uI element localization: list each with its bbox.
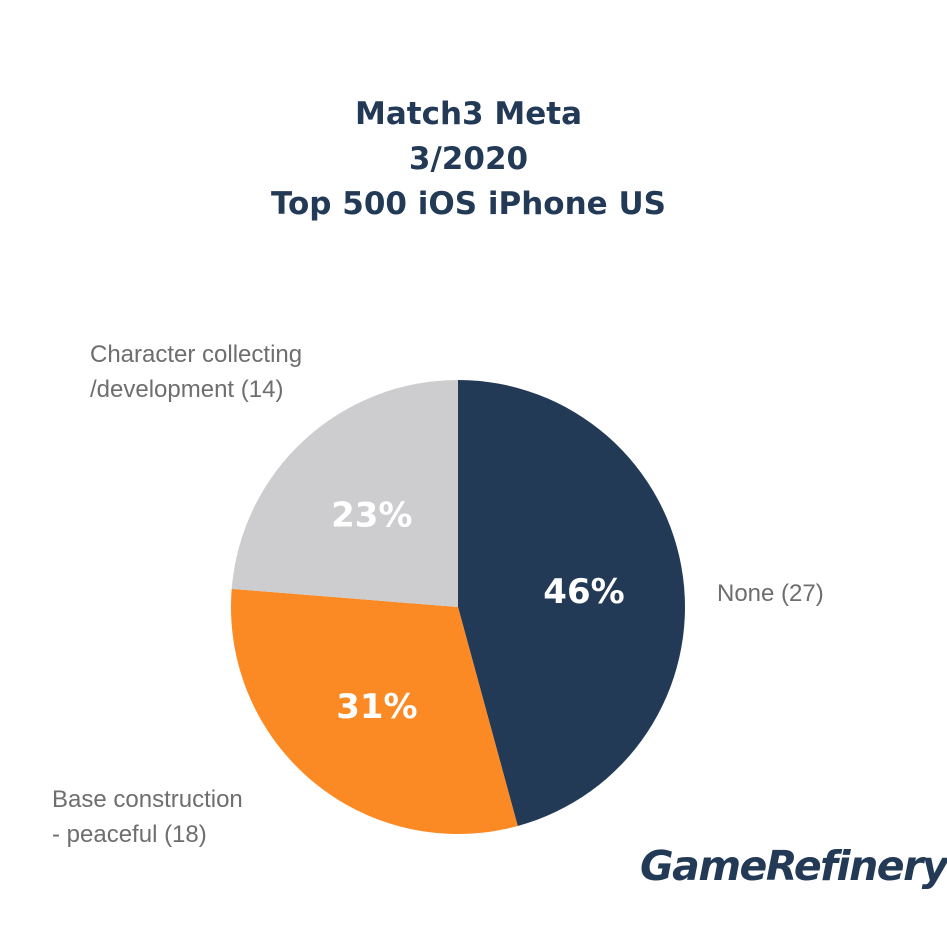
pie-percent-label-base-construction: 31% [336, 687, 417, 727]
chart-title-line3: Top 500 iOS iPhone US [270, 186, 666, 222]
chart-title-line2: 3/2020 [408, 141, 529, 177]
chart-title: Match3 Meta 3/2020 Top 500 iOS iPhone US [0, 92, 937, 227]
pie-percent-label-none: 46% [543, 572, 624, 612]
chart-title-line1: Match3 Meta [354, 96, 582, 132]
slice-label-none-line1: None (27) [717, 580, 824, 607]
pie-slice-base-construction [230, 588, 518, 834]
pie-slice-character-collecting [231, 380, 458, 607]
slice-label-character-collecting: Character collecting /development (14) [90, 337, 302, 407]
slice-label-base-line2: - peaceful (18) [52, 821, 207, 848]
pie-percent-label-character-collecting: 23% [331, 496, 412, 536]
slice-label-base-construction: Base construction - peaceful (18) [52, 782, 243, 852]
gamerefinery-logo: GameRefinery [640, 842, 947, 890]
slice-label-base-line1: Base construction [52, 786, 243, 813]
slice-label-none: None (27) [717, 576, 824, 611]
pie-slice-none [458, 380, 685, 826]
slice-label-char-line2: /development (14) [90, 376, 284, 403]
slice-label-char-line1: Character collecting [90, 341, 303, 368]
